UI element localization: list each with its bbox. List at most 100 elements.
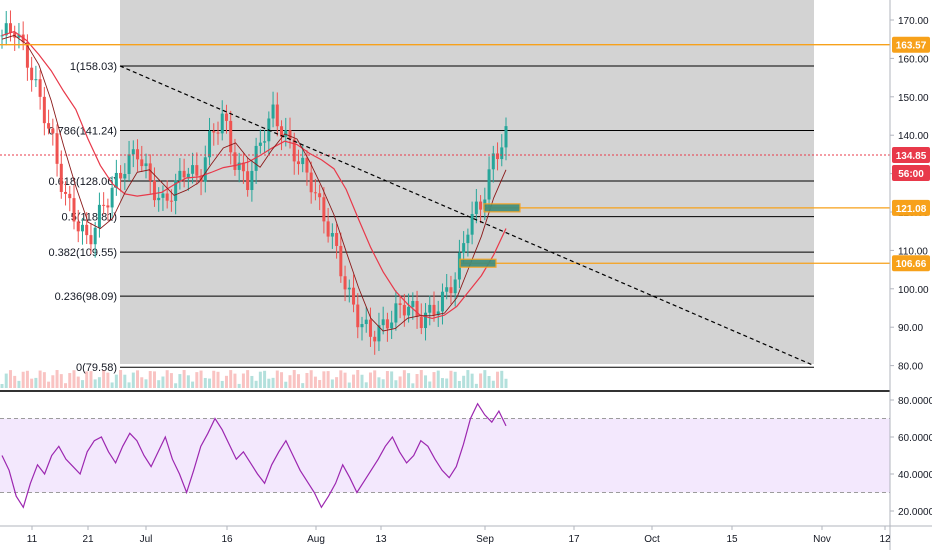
price-tag-label: 106.66 [896, 259, 927, 270]
volume-bar [8, 370, 12, 388]
fib-level-label: 0.382(109.55) [49, 247, 118, 259]
price-tick-label: 110.00 [898, 246, 928, 257]
candle-body [165, 193, 169, 201]
candle-body [496, 153, 500, 160]
fib-retracement-area[interactable] [120, 0, 814, 364]
price-tag[interactable] [892, 36, 930, 53]
candle-body [106, 205, 110, 208]
volume-bar [479, 373, 483, 388]
time-axis[interactable]: 11 21 Jul 16 Aug 13 Sep 17 Oct 15 Nov 12 [27, 526, 891, 545]
rsi-pane[interactable] [0, 402, 890, 509]
volume-bar [254, 380, 258, 388]
candle-body [47, 123, 51, 129]
volume-bar [296, 374, 300, 388]
rsi-line[interactable] [1, 402, 507, 509]
volume-bar [466, 370, 470, 388]
price-tag-label: 56:00 [898, 169, 924, 180]
volume-bar [4, 373, 8, 388]
volume-bar [38, 370, 42, 388]
volume-bar [402, 370, 406, 388]
volume-bar [428, 381, 432, 388]
volume-bar [216, 371, 220, 388]
volume-bar [21, 371, 25, 388]
volume-bar [449, 370, 453, 388]
volume-bar [25, 370, 29, 388]
rsi-tick-label: 60.0000 [898, 433, 932, 444]
volume-bar [309, 370, 313, 388]
candle-body [110, 187, 114, 208]
fib-level-label: 1(158.03) [70, 61, 117, 73]
price-tag[interactable] [892, 199, 930, 216]
candle-body [504, 126, 508, 148]
candle-body [318, 193, 322, 198]
volume-bar [127, 382, 131, 388]
volume-bar [318, 380, 322, 388]
candle-body [305, 157, 309, 173]
candle-body [313, 192, 317, 194]
volume-bar [246, 370, 250, 388]
fib-level-label: 0(79.58) [76, 362, 117, 374]
fib-level-label: 0.618(128.06) [49, 176, 118, 188]
volume-bar [390, 371, 394, 388]
candle-body [127, 154, 131, 175]
volume-bar [326, 371, 330, 388]
zone-box[interactable] [459, 258, 497, 268]
rsi-tick-label: 40.0000 [898, 470, 932, 481]
candle-body [479, 201, 483, 210]
volume-bar [64, 383, 68, 388]
time-tick-label: 21 [82, 534, 94, 545]
candle-body [453, 279, 457, 294]
volume-bar [284, 381, 288, 388]
candle-body [322, 197, 326, 222]
volume-bar [368, 372, 372, 388]
candle-body [220, 113, 224, 134]
price-tag[interactable] [892, 255, 930, 272]
price-tick-label: 150.00 [898, 93, 929, 104]
volume-bar [47, 381, 51, 388]
volume-bar [474, 383, 478, 388]
price-axis[interactable]: 170.00160.00150.00140.00130.00120.00110.… [890, 16, 929, 373]
candle-body [157, 197, 161, 201]
volume-bar [93, 379, 97, 388]
volume-bar [263, 370, 267, 388]
baseline-line[interactable] [1, 34, 507, 332]
volume-bar [229, 370, 233, 388]
price-tag[interactable] [892, 164, 930, 181]
candle-body [487, 169, 491, 200]
volume-bar [191, 381, 195, 388]
candle-body [51, 128, 55, 134]
zone-box[interactable] [483, 203, 521, 213]
volume-bar [131, 372, 135, 388]
volume-bar [398, 376, 402, 388]
candle-body [72, 198, 76, 222]
price-tag-label: 134.85 [896, 151, 927, 162]
candle-body [4, 23, 8, 36]
candle-body [356, 304, 360, 328]
rsi-axis[interactable]: 80.0000 60.0000 40.0000 20.0000 [890, 396, 932, 518]
volume-bar [106, 372, 110, 388]
volume-bar [237, 383, 241, 388]
candle-body [419, 316, 423, 329]
candle-body [258, 142, 262, 146]
price-tag[interactable] [892, 146, 930, 163]
candle-body [195, 165, 199, 176]
candle-body [38, 79, 42, 97]
volume-bar [195, 372, 199, 388]
candle-body [144, 163, 148, 167]
volume-bar [504, 378, 508, 388]
volume-bar [224, 375, 228, 388]
volume-bar [186, 375, 190, 388]
candle-body [237, 162, 241, 170]
candle-body [102, 204, 106, 206]
candle-body [377, 325, 381, 342]
candle-body [178, 170, 182, 181]
volume-bar [487, 376, 491, 388]
fib-level-label: 0.786(141.24) [49, 125, 118, 137]
volume-bar [305, 372, 309, 388]
candle-body [186, 173, 190, 178]
volume-bar [347, 382, 351, 388]
fib-level-label: 0.236(98.09) [55, 291, 117, 303]
volume-bar [174, 383, 178, 388]
time-tick-label: 12 [879, 534, 891, 545]
